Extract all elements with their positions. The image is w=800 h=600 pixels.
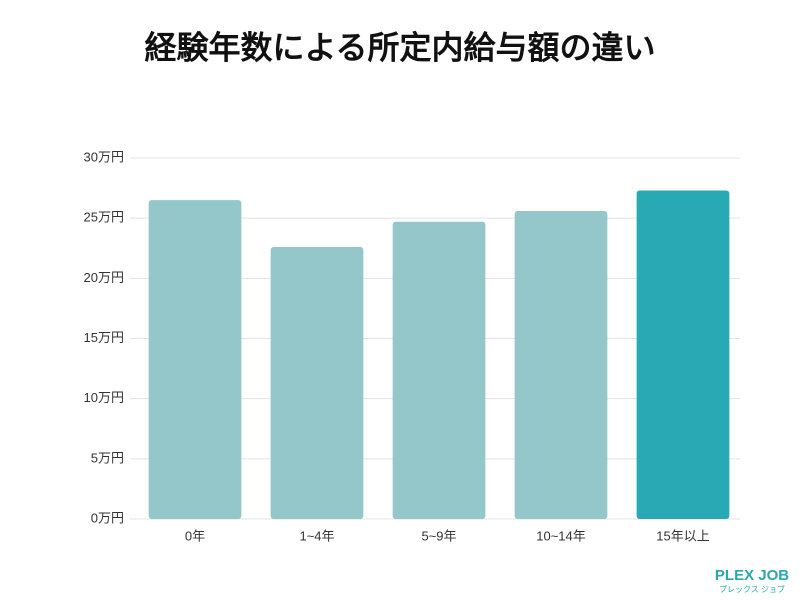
y-tick-label: 5万円 (91, 450, 124, 465)
chart-title: 経験年数による所定内給与額の違い (144, 29, 655, 65)
bar (392, 221, 486, 519)
y-tick-label: 30万円 (84, 149, 124, 164)
bar (270, 247, 364, 519)
x-tick-label: 15年以上 (656, 528, 709, 543)
x-tick-label: 5~9年 (421, 528, 456, 543)
y-tick-label: 20万円 (84, 270, 124, 285)
y-tick-label: 25万円 (84, 210, 124, 225)
logo-sub: プレックス ジョブ (719, 584, 785, 594)
x-tick-label: 10~14年 (536, 528, 586, 543)
y-tick-label: 10万円 (84, 390, 124, 405)
bar (636, 190, 730, 520)
x-tick-label: 1~4年 (299, 528, 334, 543)
bar (514, 210, 608, 520)
y-tick-label: 15万円 (84, 330, 124, 345)
bar (148, 200, 242, 519)
x-tick-label: 0年 (185, 528, 205, 543)
y-tick-label: 0万円 (91, 510, 124, 525)
logo-name: PLEX JOB (715, 567, 789, 584)
